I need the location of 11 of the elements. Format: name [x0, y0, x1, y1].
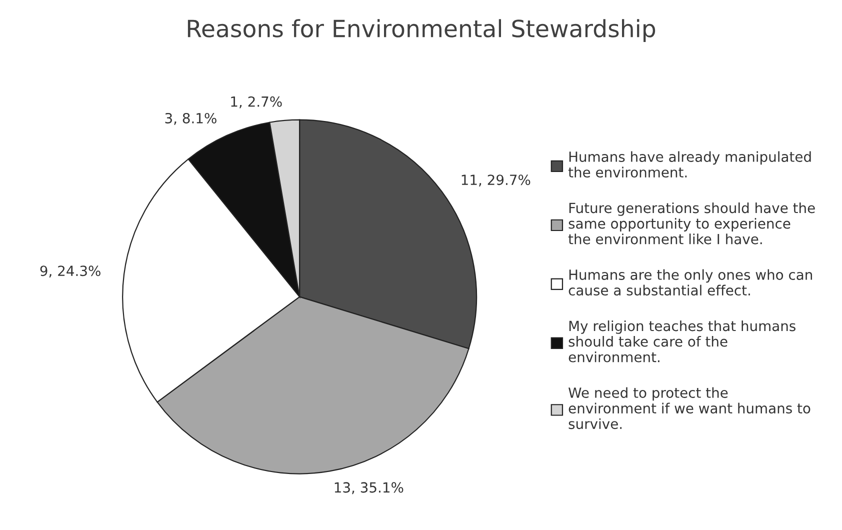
chart-title: Reasons for Environmental Stewardship [188, 19, 656, 42]
legend-label: My religion teaches that humans should take care of the environment. [568, 320, 796, 362]
legend-label: Humans are the only ones who can cause a substantial effect. [568, 269, 812, 296]
data-label: 13, 35.1% [334, 482, 404, 494]
data-label: 3, 8.1% [165, 112, 216, 125]
legend-label: Humans have already manipulated the environment. [568, 151, 811, 178]
data-label: 9, 24.3% [40, 266, 100, 278]
data-label: 11, 29.7% [462, 174, 530, 186]
legend-label: We need to protect the environment if we want humans to survive. [568, 387, 810, 430]
legend-label: Future generations should have the same opportunity to experience the environment like I have. [568, 202, 815, 244]
data-label: 1, 2.7% [231, 96, 282, 108]
